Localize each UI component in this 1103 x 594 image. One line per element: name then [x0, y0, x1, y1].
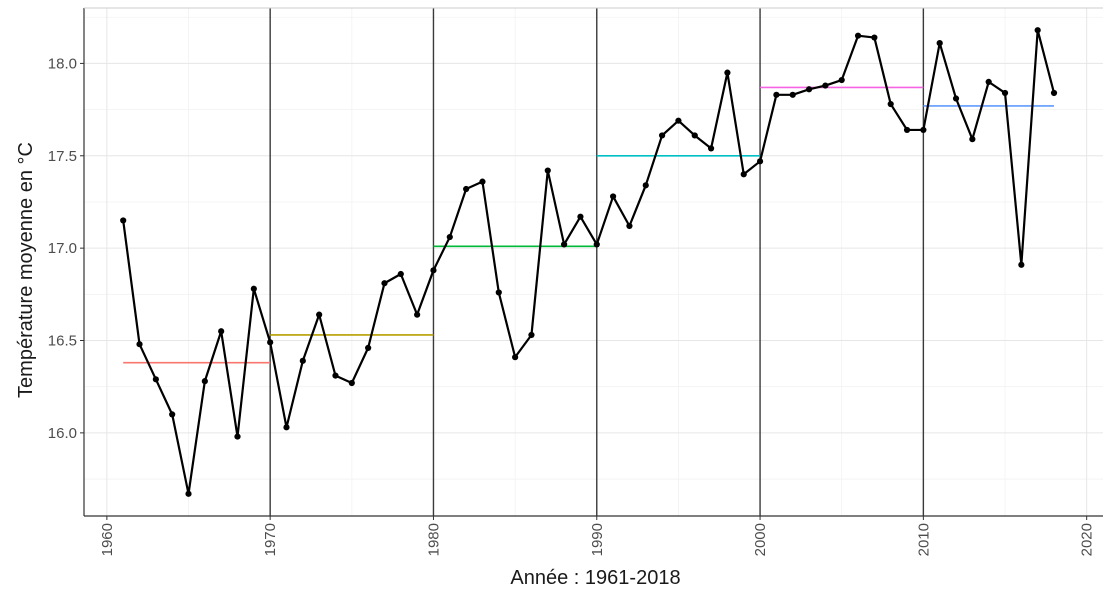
data-point — [593, 241, 600, 248]
data-point — [348, 379, 355, 387]
data-point — [969, 136, 976, 143]
data-point — [936, 39, 943, 47]
data-point — [479, 178, 486, 185]
data-point — [756, 158, 764, 165]
axes — [83, 7, 1103, 517]
tick-labels: 16.0 16.5 17.0 17.5 18.0 1960 1970 1980 1990 2000… — [48, 55, 1096, 556]
y-tick-label: 17.0 — [48, 240, 77, 257]
data-point — [724, 69, 731, 76]
data-point — [740, 171, 747, 178]
data-point — [773, 91, 780, 98]
y-tick-label: 17.5 — [48, 148, 77, 165]
data-point — [789, 91, 796, 98]
data-point — [561, 241, 568, 248]
data-point — [805, 86, 813, 93]
data-point — [985, 78, 992, 85]
data-point — [1001, 89, 1009, 97]
data-point — [299, 357, 306, 364]
data-point — [920, 126, 927, 134]
x-axis-title: Année : 1961-2018 — [510, 567, 680, 589]
decade-separators — [269, 8, 925, 516]
data-point — [332, 372, 339, 379]
data-point — [903, 126, 911, 134]
data-point — [218, 328, 225, 335]
data-point — [136, 341, 143, 348]
y-tick-label: 18.0 — [48, 55, 77, 72]
data-point — [316, 311, 323, 318]
data-point — [609, 193, 617, 200]
data-point — [528, 331, 535, 339]
data-point — [201, 378, 208, 385]
data-point — [463, 185, 470, 193]
data-point — [512, 354, 519, 361]
data-point — [544, 167, 551, 174]
series-line — [122, 29, 1056, 495]
x-tick-label: 2010 — [915, 523, 932, 556]
data-point — [397, 270, 404, 278]
data-point — [1050, 89, 1058, 97]
temperature-series — [120, 27, 1058, 497]
x-tick-label: 1960 — [99, 523, 116, 556]
major-gridlines — [84, 8, 1103, 516]
x-tick-label: 2000 — [752, 523, 769, 556]
data-point — [952, 95, 960, 102]
data-point — [887, 100, 894, 108]
data-point — [234, 433, 241, 440]
y-tick-label: 16.5 — [48, 333, 77, 350]
data-point — [1018, 261, 1025, 268]
x-tick-label: 1970 — [262, 523, 279, 556]
data-point — [577, 213, 584, 220]
x-tick-label: 1980 — [425, 523, 442, 556]
data-point — [446, 233, 453, 241]
data-point — [822, 82, 829, 89]
data-point — [152, 376, 159, 383]
x-tick-label: 2020 — [1079, 523, 1096, 556]
data-point — [283, 424, 290, 431]
data-point — [169, 411, 176, 418]
data-point — [381, 280, 388, 287]
data-point — [365, 344, 372, 351]
data-point — [691, 132, 698, 139]
data-point — [1034, 27, 1041, 34]
data-point — [185, 490, 192, 497]
data-point — [707, 145, 715, 152]
data-point — [120, 217, 127, 224]
data-point — [414, 311, 421, 318]
x-tick-label: 1990 — [589, 523, 606, 556]
data-point — [267, 339, 274, 346]
data-point — [658, 132, 666, 139]
data-point — [626, 222, 633, 230]
data-point — [871, 34, 878, 41]
data-point — [250, 285, 257, 292]
data-point — [838, 76, 845, 84]
data-point — [854, 32, 862, 39]
data-point — [430, 267, 437, 274]
data-point — [675, 117, 682, 124]
y-tick-label: 16.0 — [48, 425, 77, 442]
data-point — [495, 289, 502, 296]
y-axis-title: Température moyenne en °C — [15, 142, 37, 398]
minor-gridlines — [84, 8, 1103, 516]
data-point — [642, 182, 649, 189]
